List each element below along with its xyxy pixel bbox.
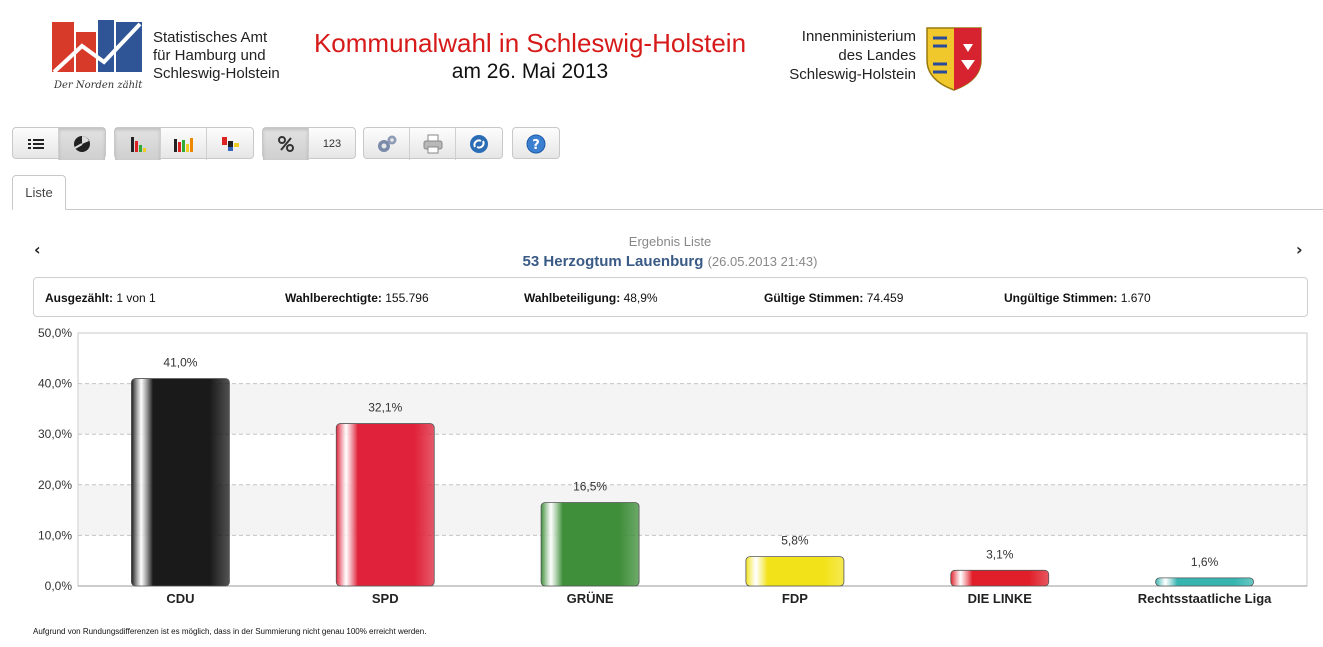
- help-icon: ?: [526, 134, 546, 154]
- bar-chart-icon: [130, 137, 146, 152]
- y-tick-label: 10,0%: [38, 528, 72, 542]
- org-right: Innenministerium des Landes Schleswig-Ho…: [760, 27, 916, 84]
- map-icon: [74, 136, 90, 152]
- bar-value-label: 5,8%: [781, 534, 809, 548]
- tools-group: [363, 127, 503, 160]
- stat-value: 1 von 1: [116, 291, 156, 305]
- stat-label: Ausgezählt:: [45, 291, 114, 305]
- grid-band: [79, 383, 1306, 435]
- stat-eligible: Wahlberechtigte: 155.796: [285, 291, 429, 305]
- percent-button[interactable]: [263, 128, 309, 160]
- org-right-line: Schleswig-Holstein: [789, 66, 916, 83]
- org-left: Statistisches Amt für Hamburg und Schles…: [153, 29, 280, 83]
- tab-bar-divider: [12, 209, 1323, 210]
- value-mode-group: 123: [262, 127, 356, 160]
- next-region-icon[interactable]: ›: [1296, 240, 1303, 259]
- bar-spd[interactable]: [335, 423, 435, 587]
- page-title: Kommunalwahl in Schleswig-Holstein: [313, 28, 747, 58]
- bar-cdu[interactable]: [131, 378, 230, 587]
- region-heading: 53 Herzogtum Lauenburg (26.05.2013 21:43…: [0, 253, 1323, 270]
- map-view-button[interactable]: [59, 128, 105, 160]
- help-button[interactable]: ?: [513, 128, 559, 160]
- x-category-label: GRÜNE: [567, 591, 614, 606]
- chart-type-group: [114, 127, 254, 160]
- view-mode-group: [12, 127, 106, 160]
- bar-value-label: 32,1%: [368, 401, 402, 415]
- bar-value-label: 1,6%: [1191, 555, 1219, 569]
- percent-icon: [277, 136, 294, 152]
- diff-chart-button[interactable]: [207, 128, 253, 160]
- stat-value: 1.670: [1120, 291, 1151, 305]
- printer-icon: [423, 134, 442, 154]
- stat-counted: Ausgezählt: 1 von 1: [45, 291, 156, 305]
- previous-region-icon[interactable]: ‹: [34, 240, 41, 259]
- bar-die-linke[interactable]: [950, 569, 1050, 587]
- x-category-label: CDU: [166, 591, 194, 606]
- logo-tagline: Der Norden zählt: [53, 80, 143, 91]
- stat-label: Wahlbeteiligung:: [524, 291, 621, 305]
- stat-label: Gültige Stimmen:: [764, 291, 864, 305]
- stat-label: Ungültige Stimmen:: [1004, 291, 1118, 305]
- plot-area: [77, 332, 1308, 587]
- multi-bar-chart-icon: [173, 138, 193, 152]
- link-icon: [470, 135, 488, 153]
- bar-value-label: 41,0%: [163, 356, 197, 370]
- org-right-line: des Landes: [838, 47, 916, 64]
- stat-value: 155.796: [385, 291, 429, 305]
- result-subtitle: Ergebnis Liste: [628, 234, 712, 249]
- org-left-line: Statistisches Amt: [153, 29, 268, 46]
- result-bar-chart: 0,0% 10,0% 20,0% 30,0% 40,0% 50,0% 41,0% CDU 32,…: [38, 326, 1308, 606]
- y-tick-label: 40,0%: [38, 377, 72, 391]
- gears-icon: [377, 135, 396, 152]
- stat-valid: Gültige Stimmen: 74.459: [764, 291, 903, 305]
- help-group: ?: [512, 127, 560, 159]
- statistikamt-logo: Der Norden zählt: [52, 20, 143, 91]
- election-date: am 26. Mai 2013: [451, 60, 609, 83]
- absolute-button-label: 123: [322, 138, 342, 150]
- bar-gr-ne[interactable]: [540, 502, 640, 587]
- stat-value: 48,9%: [623, 291, 658, 305]
- org-left-line: Schleswig-Holstein: [153, 65, 280, 82]
- stat-turnout: Wahlbeteiligung: 48,9%: [524, 291, 658, 305]
- grid-band: [79, 484, 1306, 536]
- tab-label: Liste: [25, 185, 53, 200]
- y-tick-label: 0,0%: [45, 579, 73, 593]
- list-view-button[interactable]: [13, 128, 59, 160]
- coat-of-arms-icon: [926, 27, 982, 91]
- bar-rechtsstaatliche-liga[interactable]: [1155, 577, 1254, 587]
- x-category-label: DIE LINKE: [968, 591, 1033, 606]
- tab-liste[interactable]: Liste: [12, 175, 66, 210]
- absolute-button[interactable]: 123: [309, 128, 355, 160]
- x-category-label: SPD: [372, 591, 399, 606]
- diff-chart-icon: [222, 137, 239, 151]
- page-header: Der Norden zählt Statistisches Amt für H…: [0, 0, 1323, 110]
- x-category-label: FDP: [782, 591, 808, 606]
- svg-text:?: ?: [532, 138, 540, 153]
- y-tick-label: 20,0%: [38, 478, 72, 492]
- y-tick-label: 30,0%: [38, 427, 72, 441]
- multi-bar-chart-button[interactable]: [161, 128, 207, 160]
- settings-button[interactable]: [364, 128, 410, 160]
- x-category-label: Rechtsstaatliche Liga: [1138, 591, 1272, 606]
- list-icon: [27, 139, 44, 149]
- y-tick-label: 50,0%: [38, 326, 72, 340]
- bar-fdp[interactable]: [745, 556, 845, 587]
- bar-value-label: 3,1%: [986, 547, 1014, 561]
- stats-box: Ausgezählt: 1 von 1 Wahlberechtigte: 155…: [33, 277, 1308, 317]
- region-timestamp: (26.05.2013 21:43): [707, 254, 818, 269]
- stat-invalid: Ungültige Stimmen: 1.670: [1004, 291, 1151, 305]
- footnote: Aufgrund von Rundungsdifferenzen ist es …: [33, 627, 427, 636]
- print-button[interactable]: [410, 128, 456, 160]
- org-right-line: Innenministerium: [801, 28, 916, 45]
- stat-value: 74.459: [866, 291, 904, 305]
- link-button[interactable]: [456, 128, 502, 160]
- bar-value-label: 16,5%: [573, 480, 607, 494]
- stat-label: Wahlberechtigte:: [285, 291, 382, 305]
- bar-chart-button[interactable]: [115, 128, 161, 160]
- org-left-line: für Hamburg und: [153, 47, 266, 64]
- region-name: 53 Herzogtum Lauenburg: [522, 253, 704, 270]
